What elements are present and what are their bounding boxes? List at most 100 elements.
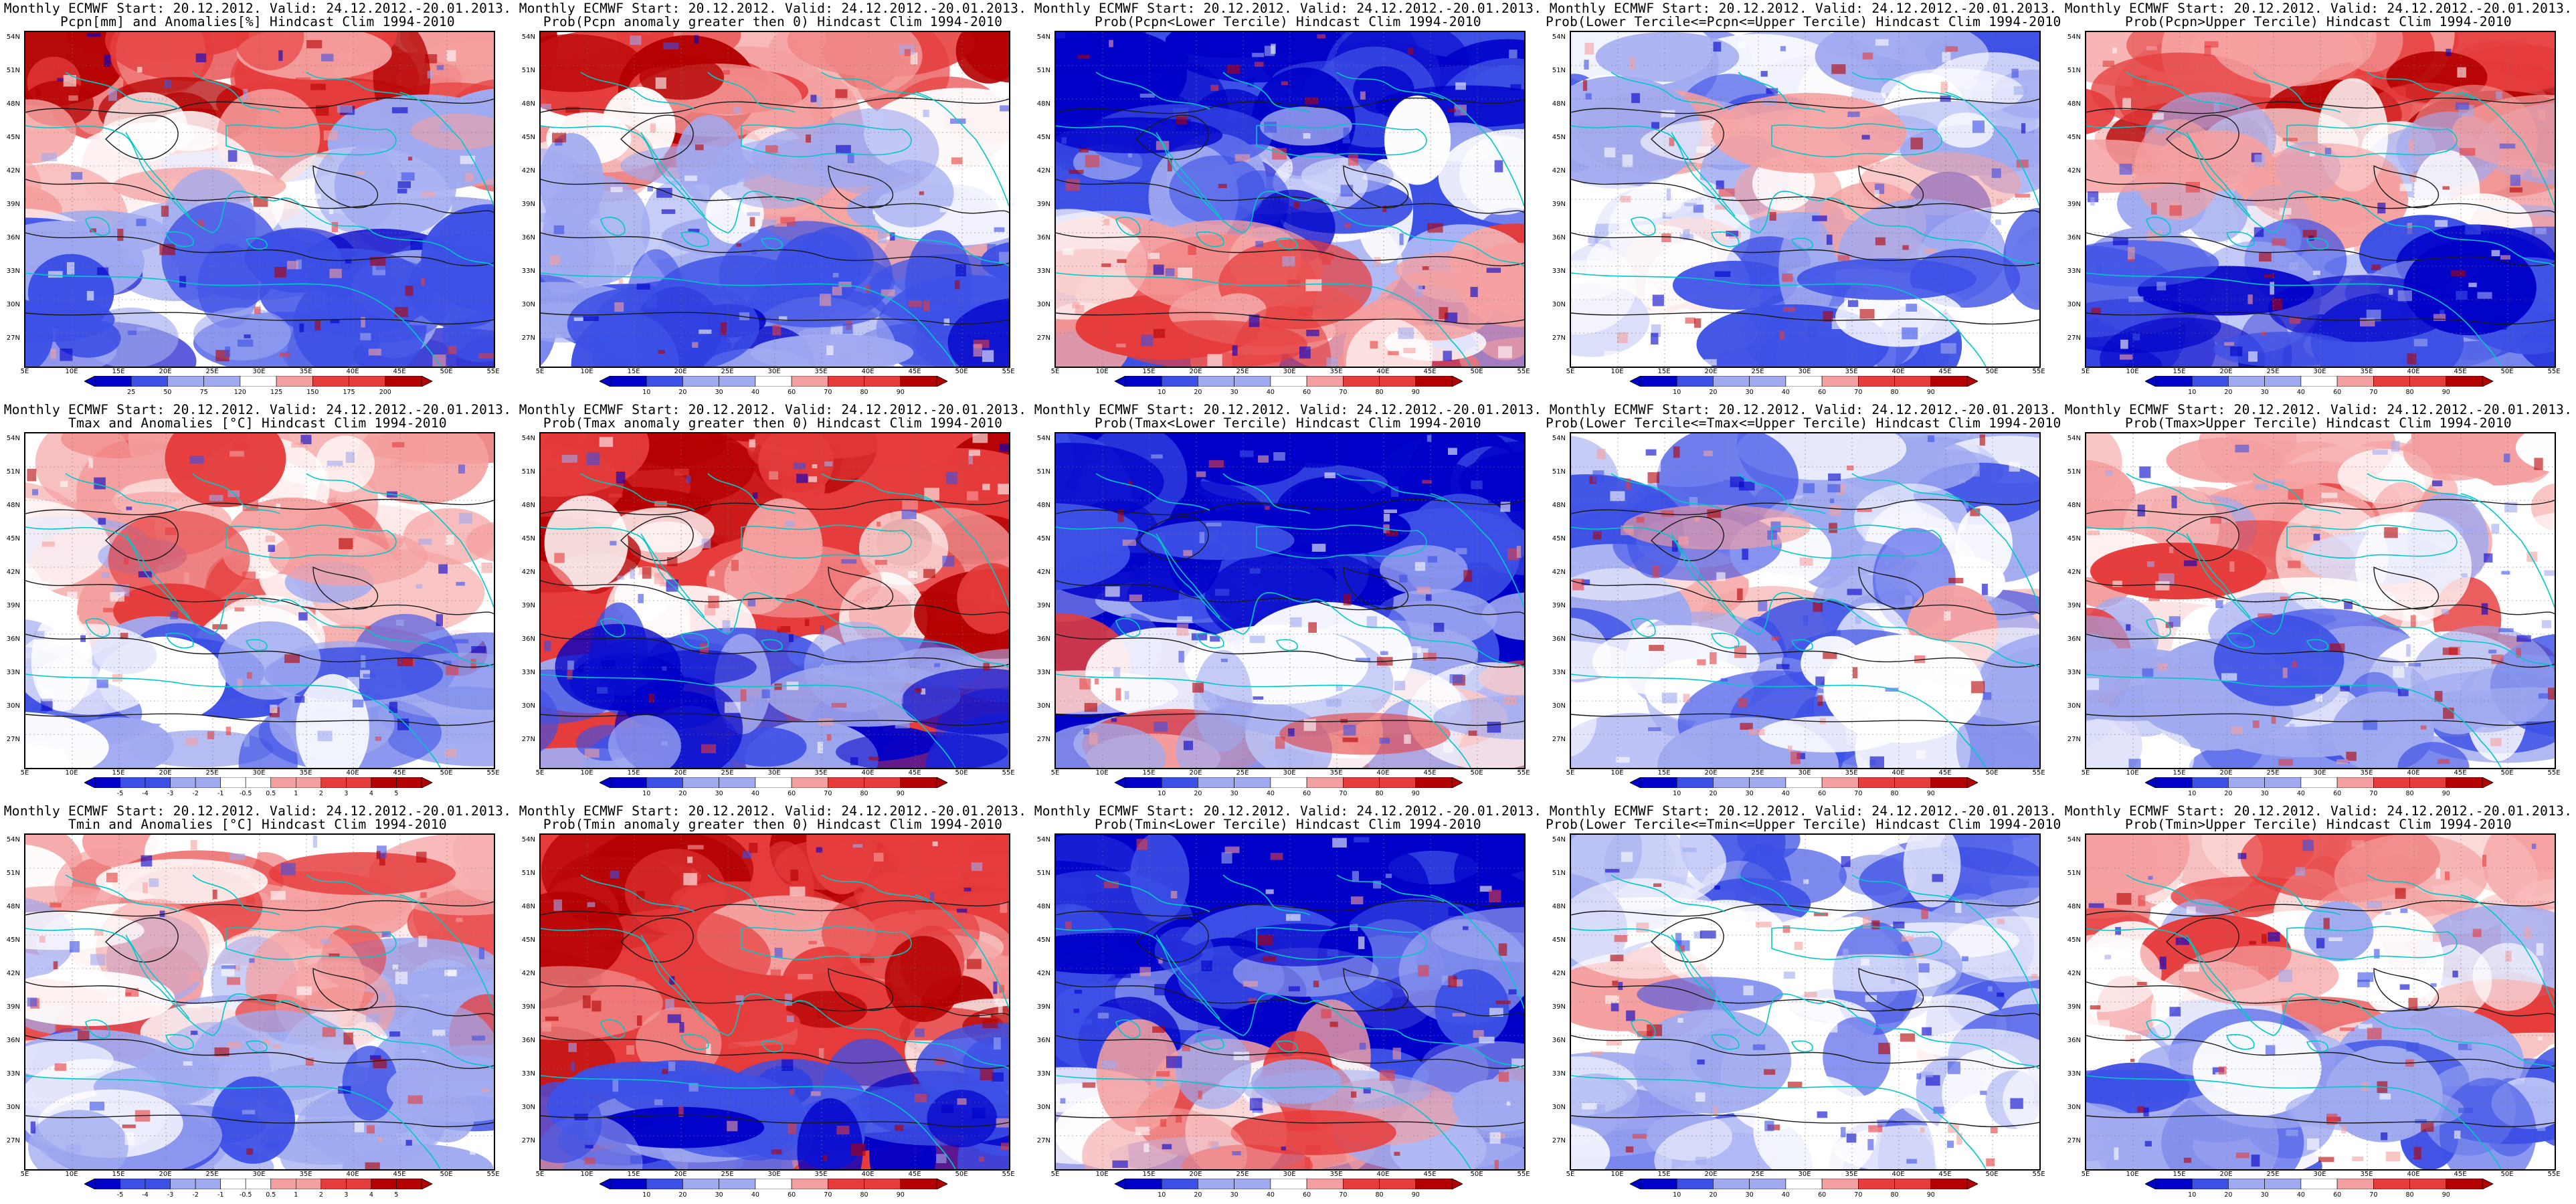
lat-label: 45N xyxy=(2067,134,2081,141)
colorbar-label: 20 xyxy=(1709,790,1718,797)
field-speckle xyxy=(751,249,757,255)
field-speckle xyxy=(1697,659,1706,666)
field-speckle xyxy=(1404,734,1411,744)
field-speckle xyxy=(1415,285,1423,297)
lon-label: 45E xyxy=(393,1171,406,1178)
field-speckle xyxy=(1760,71,1768,77)
lat-label: 30N xyxy=(6,1104,20,1111)
field-speckle xyxy=(2295,867,2305,876)
field-blob xyxy=(1823,634,1984,743)
colorbar-segment xyxy=(346,1179,372,1189)
field-blob xyxy=(1169,155,1265,225)
field-speckle xyxy=(1737,588,1743,601)
coastline xyxy=(2186,934,2251,1019)
coastline xyxy=(2225,1034,2255,1050)
field-blob xyxy=(2397,742,2470,768)
field-speckle xyxy=(39,936,45,943)
map-frame xyxy=(24,31,495,368)
field-speckle xyxy=(1422,266,1429,270)
field-speckle xyxy=(2385,911,2391,915)
field-speckle xyxy=(1069,170,1084,174)
field-speckle xyxy=(1422,652,1437,661)
coastline xyxy=(165,1034,194,1050)
field-speckle xyxy=(1089,732,1098,745)
field-speckle xyxy=(667,1014,681,1023)
colorbar-segment xyxy=(719,777,756,788)
lon-label: 10E xyxy=(65,368,78,375)
field-speckle xyxy=(1710,652,1717,664)
field-speckle xyxy=(420,278,426,286)
field-blob xyxy=(2482,835,2555,911)
field-speckle xyxy=(709,570,715,577)
field-speckle xyxy=(2219,1066,2227,1075)
field-blob xyxy=(193,307,291,361)
field-speckle xyxy=(2144,1140,2152,1146)
field-speckle xyxy=(1324,472,1336,478)
field-speckle xyxy=(1176,623,1189,636)
field-blob xyxy=(357,433,489,505)
lat-label: 42N xyxy=(1552,970,1566,977)
field-speckle xyxy=(1433,623,1445,632)
coastline xyxy=(2086,125,2555,267)
lon-label: 5E xyxy=(1050,1171,1060,1178)
lon-label: 20E xyxy=(1704,769,1718,777)
lon-label: 55E xyxy=(2547,1171,2561,1178)
field-speckle xyxy=(233,442,248,449)
field-speckle xyxy=(1072,302,1080,309)
colorbar-arrow-low xyxy=(1630,376,1641,387)
field-speckle xyxy=(1829,522,1837,533)
colorbar-arrow-high xyxy=(2482,1179,2493,1189)
colorbar-segment xyxy=(1640,777,1677,788)
isoline xyxy=(1135,917,1209,963)
coastline xyxy=(2286,123,2458,158)
lat-label: 36N xyxy=(6,1037,20,1044)
coastline xyxy=(2126,874,2241,912)
panel-subtitle: Prob(Tmin>Upper Tercile) Hindcast Clim 1… xyxy=(2125,817,2512,832)
lat-label: 45N xyxy=(6,936,20,944)
field-speckle xyxy=(420,892,427,898)
field-speckle xyxy=(2366,309,2381,322)
field-speckle xyxy=(895,1124,904,1131)
lon-label: 20E xyxy=(2219,1171,2233,1178)
colorbar-segment xyxy=(1415,1179,1453,1189)
field-speckle xyxy=(946,472,957,484)
field-speckle xyxy=(1614,935,1628,942)
colorbar-label: 70 xyxy=(1854,389,1863,396)
field-speckle xyxy=(1366,616,1378,628)
field-speckle xyxy=(1252,1108,1263,1113)
field-speckle xyxy=(786,1015,794,1022)
field-speckle xyxy=(1370,340,1378,348)
field-speckle xyxy=(249,958,255,963)
field-speckle xyxy=(972,433,988,443)
lon-label: 40E xyxy=(1892,368,1905,375)
field-speckle xyxy=(30,1121,35,1134)
field-speckle xyxy=(1399,233,1404,245)
field-speckle xyxy=(661,741,668,746)
field-blob xyxy=(2247,143,2404,229)
colorbar-label: 0.5 xyxy=(266,1191,276,1199)
field-speckle xyxy=(1273,452,1285,461)
field-speckle xyxy=(1790,751,1801,765)
field-speckle xyxy=(195,53,207,63)
lon-label: 50E xyxy=(955,769,968,777)
field-speckle xyxy=(50,348,56,359)
field-speckle xyxy=(850,757,858,766)
field-speckle xyxy=(1448,447,1457,455)
colorbar-label: 90 xyxy=(2442,389,2450,396)
field-speckle xyxy=(1363,1087,1371,1094)
field-blob xyxy=(165,433,286,508)
field-speckle xyxy=(584,1157,595,1165)
field-speckle xyxy=(585,1144,593,1148)
field-speckle xyxy=(2538,693,2549,699)
field-speckle xyxy=(1516,546,1522,558)
lon-label: 55E xyxy=(486,769,500,777)
field-speckle xyxy=(1630,58,1635,69)
field-speckle xyxy=(747,212,760,216)
colorbar-segment xyxy=(1342,777,1380,788)
field-speckle xyxy=(1303,718,1316,731)
lat-label: 45N xyxy=(2067,936,2081,944)
isoline xyxy=(1571,900,2039,917)
coastline xyxy=(2225,231,2255,247)
colorbar-segment xyxy=(1894,1179,1932,1189)
field-speckle xyxy=(998,1005,1003,1015)
